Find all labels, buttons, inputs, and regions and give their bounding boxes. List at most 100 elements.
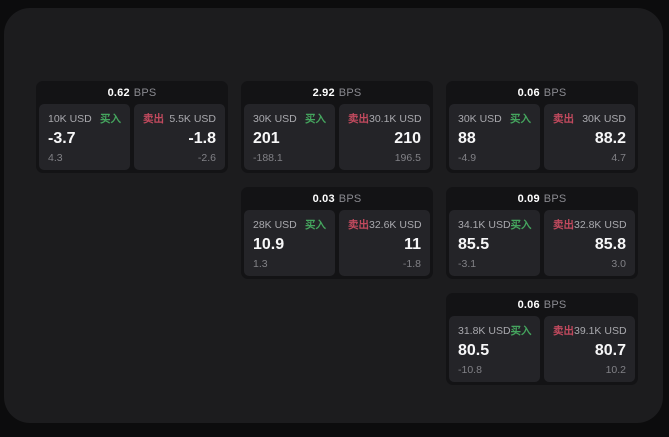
buy-tile-top: 34.1K USD 买入 <box>458 217 532 232</box>
card-header: 0.06 BPS <box>446 293 638 316</box>
sell-price: -1.8 <box>188 130 216 148</box>
sell-notional: 5.5K USD <box>169 113 216 125</box>
sell-price: 88.2 <box>594 130 626 148</box>
buy-price: 201 <box>253 130 280 148</box>
bps-unit: BPS <box>543 86 567 99</box>
buy-notional: 28K USD <box>253 219 297 231</box>
bps-unit: BPS <box>543 192 567 205</box>
buy-tile[interactable]: 34.1K USD 买入 85.5 -3.1 <box>449 210 540 276</box>
quote-card-2: 2.92 BPS 30K USD 买入 201 -188.1 卖出 30.1K … <box>241 81 433 173</box>
sell-notional: 30.1K USD <box>369 113 422 125</box>
sell-change: -2.6 <box>197 152 216 164</box>
buy-tile[interactable]: 31.8K USD 买入 80.5 -10.8 <box>449 316 540 382</box>
card-header: 0.03 BPS <box>241 187 433 210</box>
buy-tile-top: 30K USD 买入 <box>458 111 531 126</box>
tiles-row: 34.1K USD 买入 85.5 -3.1 卖出 32.8K USD 85.8… <box>446 210 638 279</box>
buy-side-label: 买入 <box>305 113 326 125</box>
sell-side-label: 卖出 <box>553 113 574 125</box>
buy-tile-top: 28K USD 买入 <box>253 217 326 232</box>
buy-notional: 30K USD <box>253 113 297 125</box>
buy-side-label: 买入 <box>510 325 532 337</box>
card-header: 0.06 BPS <box>446 81 638 104</box>
quote-card-6: 0.06 BPS 31.8K USD 买入 80.5 -10.8 卖出 39.1… <box>446 293 638 385</box>
sell-price: 85.8 <box>594 236 626 254</box>
sell-change: -1.8 <box>402 258 421 270</box>
sell-notional: 32.8K USD <box>574 219 627 231</box>
tiles-row: 10K USD 买入 -3.7 4.3 卖出 5.5K USD -1.8 -2.… <box>36 104 228 173</box>
buy-tile-top: 30K USD 买入 <box>253 111 326 126</box>
buy-notional: 10K USD <box>48 113 92 125</box>
card-header: 0.09 BPS <box>446 187 638 210</box>
sell-tile[interactable]: 卖出 30.1K USD 210 196.5 <box>339 104 430 170</box>
bps-value: 0.09 <box>517 192 540 205</box>
sell-price: 80.7 <box>594 342 626 360</box>
bps-unit: BPS <box>133 86 157 99</box>
bps-value: 0.06 <box>517 86 540 99</box>
sell-side-label: 卖出 <box>553 325 574 337</box>
sell-notional: 39.1K USD <box>574 325 627 337</box>
tiles-row: 30K USD 买入 201 -188.1 卖出 30.1K USD 210 1… <box>241 104 433 173</box>
bps-value: 2.92 <box>312 86 335 99</box>
sell-side-label: 卖出 <box>143 113 164 125</box>
quote-card-5: 0.09 BPS 34.1K USD 买入 85.5 -3.1 卖出 32.8K… <box>446 187 638 279</box>
buy-price: -3.7 <box>48 130 76 148</box>
buy-side-label: 买入 <box>305 219 326 231</box>
card-header: 0.62 BPS <box>36 81 228 104</box>
sell-tile[interactable]: 卖出 32.6K USD 11 -1.8 <box>339 210 430 276</box>
buy-notional: 31.8K USD <box>458 325 511 337</box>
bps-unit: BPS <box>338 86 362 99</box>
buy-tile-top: 31.8K USD 买入 <box>458 323 532 338</box>
buy-tile-top: 10K USD 买入 <box>48 111 121 126</box>
buy-side-label: 买入 <box>510 219 532 231</box>
buy-tile[interactable]: 30K USD 买入 88 -4.9 <box>449 104 540 170</box>
buy-side-label: 买入 <box>100 113 121 125</box>
sell-change: 4.7 <box>611 152 626 164</box>
tiles-row: 31.8K USD 买入 80.5 -10.8 卖出 39.1K USD 80.… <box>446 316 638 385</box>
sell-price: 11 <box>404 236 421 254</box>
buy-side-label: 买入 <box>510 113 531 125</box>
sell-tile-top: 卖出 5.5K USD <box>143 111 216 126</box>
buy-change: -3.1 <box>458 258 477 270</box>
sell-tile-top: 卖出 30.1K USD <box>348 111 422 126</box>
sell-change: 3.0 <box>611 258 626 270</box>
sell-tile[interactable]: 卖出 5.5K USD -1.8 -2.6 <box>134 104 225 170</box>
sell-change: 10.2 <box>605 364 626 376</box>
tiles-row: 30K USD 买入 88 -4.9 卖出 30K USD 88.2 4.7 <box>446 104 638 173</box>
quote-card-3: 0.06 BPS 30K USD 买入 88 -4.9 卖出 30K USD 8… <box>446 81 638 173</box>
buy-change: -10.8 <box>458 364 482 376</box>
sell-side-label: 卖出 <box>348 219 369 231</box>
sell-tile[interactable]: 卖出 39.1K USD 80.7 10.2 <box>544 316 635 382</box>
bps-value: 0.06 <box>517 298 540 311</box>
buy-change: 1.3 <box>253 258 268 270</box>
buy-tile[interactable]: 30K USD 买入 201 -188.1 <box>244 104 335 170</box>
buy-tile[interactable]: 10K USD 买入 -3.7 4.3 <box>39 104 130 170</box>
buy-price: 10.9 <box>253 236 285 254</box>
bps-value: 0.03 <box>312 192 335 205</box>
sell-tile[interactable]: 卖出 30K USD 88.2 4.7 <box>544 104 635 170</box>
buy-change: -4.9 <box>458 152 477 164</box>
quote-card-4: 0.03 BPS 28K USD 买入 10.9 1.3 卖出 32.6K US… <box>241 187 433 279</box>
bps-value: 0.62 <box>107 86 130 99</box>
buy-price: 80.5 <box>458 342 490 360</box>
sell-tile-top: 卖出 30K USD <box>553 111 626 126</box>
sell-side-label: 卖出 <box>553 219 574 231</box>
buy-price: 88 <box>458 130 476 148</box>
sell-tile-top: 卖出 39.1K USD <box>553 323 627 338</box>
quotes-panel: 0.62 BPS 10K USD 买入 -3.7 4.3 卖出 5.5K USD… <box>4 8 663 423</box>
cards-grid: 0.62 BPS 10K USD 买入 -3.7 4.3 卖出 5.5K USD… <box>36 81 638 385</box>
bps-unit: BPS <box>338 192 362 205</box>
buy-notional: 30K USD <box>458 113 502 125</box>
quote-card-1: 0.62 BPS 10K USD 买入 -3.7 4.3 卖出 5.5K USD… <box>36 81 228 173</box>
buy-notional: 34.1K USD <box>458 219 511 231</box>
sell-tile[interactable]: 卖出 32.8K USD 85.8 3.0 <box>544 210 635 276</box>
sell-side-label: 卖出 <box>348 113 369 125</box>
buy-price: 85.5 <box>458 236 490 254</box>
sell-notional: 32.6K USD <box>369 219 422 231</box>
sell-price: 210 <box>394 130 421 148</box>
buy-tile[interactable]: 28K USD 买入 10.9 1.3 <box>244 210 335 276</box>
sell-change: 196.5 <box>394 152 421 164</box>
tiles-row: 28K USD 买入 10.9 1.3 卖出 32.6K USD 11 -1.8 <box>241 210 433 279</box>
buy-change: 4.3 <box>48 152 63 164</box>
sell-notional: 30K USD <box>582 113 626 125</box>
buy-change: -188.1 <box>253 152 283 164</box>
